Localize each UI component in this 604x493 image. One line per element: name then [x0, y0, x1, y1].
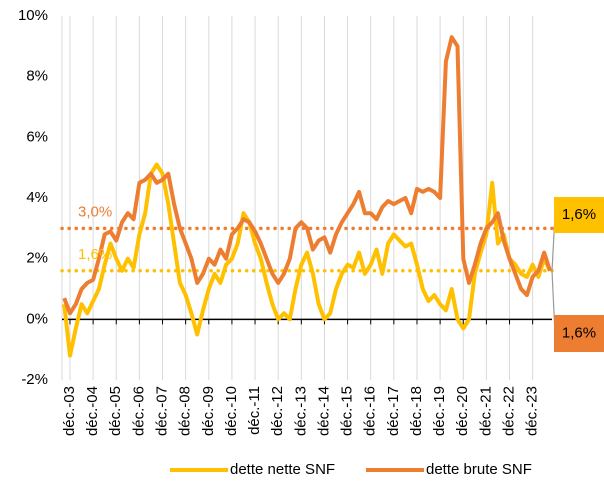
reference-label: 1,6% — [78, 246, 112, 263]
x-tick-label: déc.-22 — [500, 386, 517, 436]
callout-box — [554, 197, 604, 233]
x-tick-label: déc.-11 — [246, 386, 263, 435]
x-tick-label: déc.-17 — [385, 386, 402, 436]
x-tick-label: déc.-10 — [223, 386, 240, 436]
y-tick-label: 4% — [26, 189, 48, 206]
legend-label: dette nette SNF — [230, 461, 335, 478]
x-tick-label: déc.-18 — [408, 386, 425, 436]
x-tick-label: déc.-03 — [61, 386, 78, 436]
x-tick-label: déc.-15 — [339, 386, 356, 436]
x-tick-label: déc.-09 — [200, 386, 217, 436]
x-tick-label: déc.-12 — [269, 386, 286, 436]
x-tick-label: déc.-23 — [524, 386, 541, 436]
series-line — [62, 162, 552, 358]
x-tick-label: déc.-04 — [84, 386, 101, 436]
x-tick-label: déc.-05 — [107, 386, 124, 436]
y-tick-label: 0% — [26, 310, 48, 327]
x-tick-label: déc.-16 — [362, 386, 379, 436]
y-tick-label: 8% — [26, 68, 48, 85]
callout-label: 1,6% — [562, 206, 596, 223]
x-tick-label: déc.-21 — [477, 386, 494, 436]
x-tick-label: déc.-14 — [315, 386, 332, 436]
x-tick-label: déc.-19 — [431, 386, 448, 436]
series-line — [62, 35, 552, 316]
x-tick-label: déc.-20 — [454, 386, 471, 436]
y-tick-label: 10% — [18, 7, 48, 24]
y-tick-label: -2% — [21, 371, 48, 388]
x-tick-label: déc.-08 — [177, 386, 194, 436]
reference-label: 3,0% — [78, 203, 112, 220]
y-tick-label: 6% — [26, 128, 48, 145]
x-tick-label: déc.-07 — [153, 386, 170, 436]
callout-label: 1,6% — [562, 324, 596, 341]
x-tick-label: déc.-06 — [130, 386, 147, 436]
callout-box — [554, 315, 604, 352]
legend-label: dette brute SNF — [426, 461, 532, 478]
x-tick-label: déc.-13 — [292, 386, 309, 436]
y-tick-label: 2% — [26, 250, 48, 267]
